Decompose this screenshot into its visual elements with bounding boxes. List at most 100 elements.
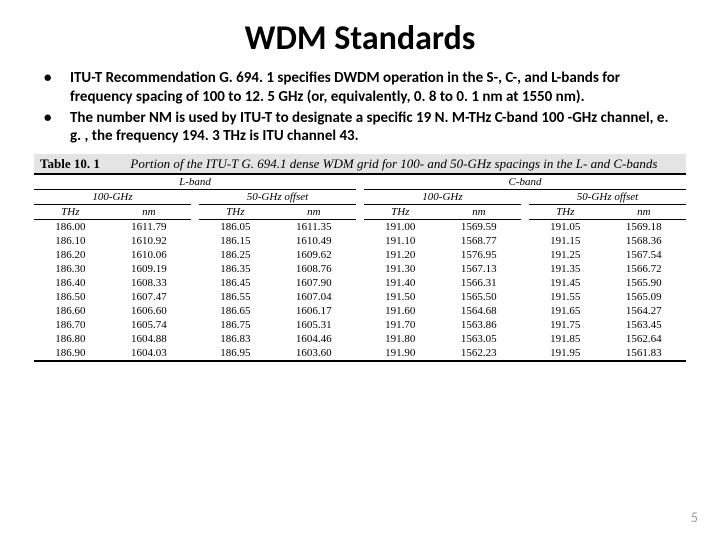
col-gap [521, 346, 529, 361]
table-cell: 1567.54 [602, 248, 686, 262]
unit-header: THz [34, 205, 107, 220]
table-row: 186.601606.60186.651606.17191.601564.681… [34, 304, 686, 318]
bullet-list: • ITU-T Recommendation G. 694. 1 specifi… [0, 69, 720, 146]
table-cell: 191.45 [529, 276, 602, 290]
bullet-item: • The number NM is used by ITU-T to desi… [44, 109, 676, 147]
table-cell: 191.55 [529, 290, 602, 304]
table-cell: 1566.72 [602, 262, 686, 276]
table-cell: 191.05 [529, 220, 602, 235]
table-cell: 1568.36 [602, 234, 686, 248]
band-header: L-band [34, 174, 356, 190]
table-header-bands: L-band C-band [34, 174, 686, 190]
bullet-marker: • [44, 69, 70, 107]
band-header: C-band [364, 174, 686, 190]
col-gap [521, 304, 529, 318]
col-gap [356, 190, 364, 205]
bullet-text: The number NM is used by ITU-T to design… [70, 109, 676, 147]
table-cell: 186.15 [199, 234, 272, 248]
table-cell: 191.65 [529, 304, 602, 318]
table-cell: 1610.49 [272, 234, 356, 248]
col-gap [356, 262, 364, 276]
table-cell: 191.40 [364, 276, 437, 290]
table-cell: 1605.31 [272, 318, 356, 332]
col-gap [356, 290, 364, 304]
table-cell: 1608.33 [107, 276, 191, 290]
col-gap [356, 205, 364, 220]
table-cell: 1562.64 [602, 332, 686, 346]
table-row: 186.801604.88186.831604.46191.801563.051… [34, 332, 686, 346]
col-gap [356, 174, 364, 190]
col-gap [191, 248, 199, 262]
bullet-item: • ITU-T Recommendation G. 694. 1 specifi… [44, 69, 676, 107]
group-header: 50-GHz offset [529, 190, 686, 205]
col-gap [191, 205, 199, 220]
table-cell: 1563.86 [437, 318, 521, 332]
table-cell: 191.75 [529, 318, 602, 332]
col-gap [356, 248, 364, 262]
col-gap [356, 332, 364, 346]
table-cell: 1565.90 [602, 276, 686, 290]
table-row: 186.301609.19186.351608.76191.301567.131… [34, 262, 686, 276]
table-container: Table 10. 1 Portion of the ITU-T G. 694.… [34, 154, 686, 362]
col-gap [191, 304, 199, 318]
unit-header: nm [272, 205, 356, 220]
col-gap [191, 220, 199, 235]
table-caption: Table 10. 1 Portion of the ITU-T G. 694.… [34, 154, 686, 173]
table-cell: 186.10 [34, 234, 107, 248]
table-cell: 1564.27 [602, 304, 686, 318]
table-cell: 1609.19 [107, 262, 191, 276]
bullet-text: ITU-T Recommendation G. 694. 1 specifies… [70, 69, 676, 107]
col-gap [521, 205, 529, 220]
col-gap [521, 220, 529, 235]
table-cell: 191.70 [364, 318, 437, 332]
table-row: 186.101610.92186.151610.49191.101568.771… [34, 234, 686, 248]
table-cell: 186.25 [199, 248, 272, 262]
bullet-marker: • [44, 109, 70, 147]
page-title: WDM Standards [0, 0, 720, 69]
table-cell: 1609.62 [272, 248, 356, 262]
page-number: 5 [691, 509, 698, 526]
table-cell: 186.35 [199, 262, 272, 276]
table-cell: 186.60 [34, 304, 107, 318]
unit-header: nm [602, 205, 686, 220]
table-cell: 186.40 [34, 276, 107, 290]
group-header: 50-GHz offset [199, 190, 356, 205]
table-cell: 1561.83 [602, 346, 686, 361]
table-cell: 186.00 [34, 220, 107, 235]
table-cell: 186.20 [34, 248, 107, 262]
table-cell: 1608.76 [272, 262, 356, 276]
table-body: 186.001611.79186.051611.35191.001569.591… [34, 220, 686, 362]
table-cell: 191.60 [364, 304, 437, 318]
table-row: 186.401608.33186.451607.90191.401566.311… [34, 276, 686, 290]
table-cell: 186.30 [34, 262, 107, 276]
col-gap [356, 304, 364, 318]
table-cell: 186.75 [199, 318, 272, 332]
table-cell: 1606.17 [272, 304, 356, 318]
col-gap [191, 332, 199, 346]
table-cell: 1605.74 [107, 318, 191, 332]
col-gap [521, 234, 529, 248]
wdm-grid-table: L-band C-band 100-GHz 50-GHz offset 100-… [34, 173, 686, 362]
table-cell: 186.55 [199, 290, 272, 304]
table-caption-text: Portion of the ITU-T G. 694.1 dense WDM … [108, 156, 680, 172]
unit-header: THz [364, 205, 437, 220]
col-gap [521, 318, 529, 332]
table-cell: 191.80 [364, 332, 437, 346]
table-cell: 1604.03 [107, 346, 191, 361]
unit-header: nm [437, 205, 521, 220]
col-gap [356, 276, 364, 290]
table-cell: 1610.92 [107, 234, 191, 248]
table-cell: 191.15 [529, 234, 602, 248]
table-cell: 1569.59 [437, 220, 521, 235]
col-gap [521, 290, 529, 304]
col-gap [521, 248, 529, 262]
table-cell: 186.65 [199, 304, 272, 318]
table-cell: 191.35 [529, 262, 602, 276]
table-cell: 186.95 [199, 346, 272, 361]
table-cell: 1564.68 [437, 304, 521, 318]
col-gap [191, 190, 199, 205]
table-cell: 191.30 [364, 262, 437, 276]
table-cell: 1569.18 [602, 220, 686, 235]
col-gap [191, 346, 199, 361]
col-gap [191, 276, 199, 290]
